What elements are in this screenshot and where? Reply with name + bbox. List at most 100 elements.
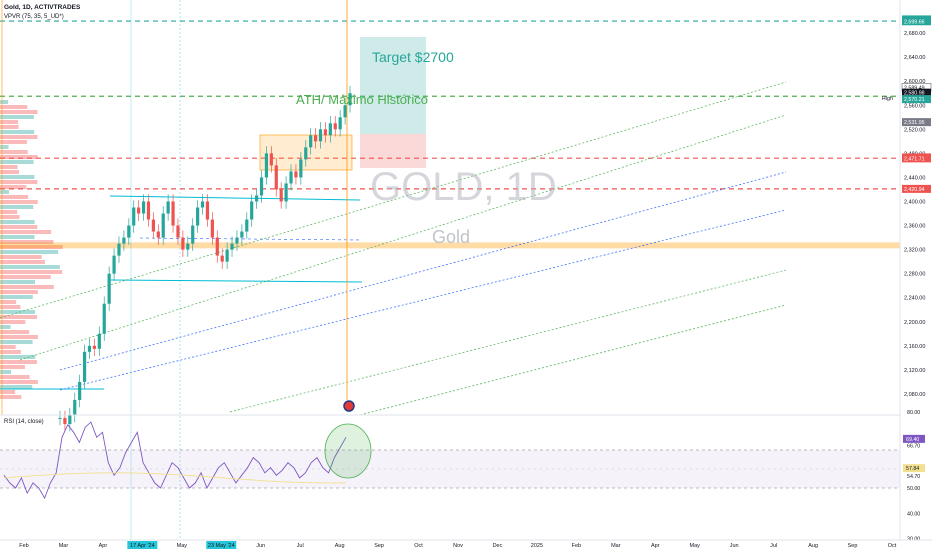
- range-bottom-line: [109, 279, 363, 283]
- time-label: May: [690, 543, 701, 549]
- volume-bar: [0, 120, 19, 124]
- candle-body: [166, 201, 170, 214]
- volume-bar: [0, 230, 52, 234]
- volume-bar: [0, 395, 22, 399]
- volume-bar: [0, 180, 38, 184]
- candle-body: [161, 213, 165, 238]
- volume-bar: [0, 190, 10, 194]
- candle-body: [87, 345, 92, 352]
- candle-body: [328, 123, 332, 136]
- volume-bar: [0, 335, 38, 339]
- candle-body: [259, 177, 264, 196]
- rsi-tick-label: 54.70: [907, 474, 920, 480]
- volume-bar: [0, 275, 51, 279]
- time-label: Feb: [19, 543, 28, 549]
- time-label: Apr: [651, 543, 660, 549]
- time-label: Mar: [611, 543, 621, 549]
- volume-bar: [0, 355, 36, 359]
- candle-body: [210, 219, 214, 238]
- volume-bar: [0, 110, 38, 114]
- volume-bar: [0, 280, 36, 284]
- time-label: Aug: [808, 543, 818, 549]
- support-band: [0, 242, 900, 249]
- volume-bar: [0, 220, 35, 224]
- candle-body: [97, 333, 101, 349]
- price-tick-label: 2,360.00: [904, 224, 925, 230]
- volume-bar: [0, 370, 12, 374]
- volume-bar: [0, 105, 28, 109]
- candle-body: [309, 135, 313, 148]
- price-tick-label: 2,520.00: [904, 127, 925, 133]
- price-tick-label: 2,400.00: [904, 199, 925, 205]
- volume-bar: [0, 260, 45, 264]
- vpvr-indicator-label[interactable]: VPVR (75, 35, 5_UD*): [4, 14, 64, 20]
- time-label: Sep: [848, 543, 858, 549]
- price-badge: [902, 17, 931, 26]
- volume-bar: [0, 285, 54, 289]
- volume-bar: [0, 165, 18, 169]
- candle-body: [78, 381, 82, 400]
- rsi-badge: [903, 464, 925, 473]
- time-label: 23 May '24: [208, 543, 235, 549]
- price-badge-label: 2,699.66: [904, 19, 925, 25]
- volume-bar: [0, 255, 42, 259]
- candle-body: [245, 219, 249, 232]
- volume-bar: [0, 125, 19, 129]
- candle-body: [58, 418, 62, 420]
- volume-bar: [0, 225, 38, 229]
- candle-body: [137, 207, 141, 214]
- rsi-badge-label: 57.84: [906, 466, 919, 472]
- rsi-badge-label: 69.40: [906, 437, 919, 443]
- candle-body: [215, 237, 219, 256]
- symbol-title[interactable]: Gold, 1D, ACTIVTRADES: [4, 4, 81, 11]
- volume-bar: [0, 175, 35, 179]
- rsi-indicator-label[interactable]: RSI (14, close): [4, 419, 44, 425]
- volume-bar: [0, 295, 33, 299]
- time-label: 2025: [531, 543, 543, 549]
- volume-bar: [0, 150, 28, 154]
- price-tick-label: 2,560.00: [904, 103, 925, 109]
- candle-body: [171, 201, 175, 226]
- candle-body: [102, 303, 106, 334]
- candle-body: [274, 165, 278, 190]
- candle-body: [294, 171, 298, 178]
- volume-bar: [0, 290, 38, 294]
- time-label: Jul: [770, 543, 777, 549]
- candle-body: [255, 195, 259, 202]
- volume-bar: [0, 360, 37, 364]
- time-axis[interactable]: Feb Mar Apr 17 Apr '24 May 23 May '24 Jun Jul Au…: [19, 541, 897, 549]
- price-badge-label: 2,570.21: [904, 97, 925, 103]
- target-stop-zone: [360, 134, 426, 168]
- volume-bar: [0, 170, 19, 174]
- volume-bar: [0, 205, 34, 209]
- candle-body: [240, 231, 244, 238]
- time-highlight: [206, 541, 237, 549]
- target-annotation: Target $2700: [372, 49, 454, 65]
- candle-body: [122, 237, 126, 244]
- channel-line: [359, 304, 787, 416]
- volume-bar: [0, 345, 16, 349]
- time-label: Apr: [99, 543, 108, 549]
- candle-body: [186, 243, 190, 250]
- candle-body: [235, 237, 239, 244]
- target-profit-zone: [360, 37, 426, 134]
- price-badge: [902, 118, 931, 127]
- volume-bar: [0, 310, 36, 314]
- price-tick-label: 2,600.00: [904, 79, 925, 85]
- rsi-tick-label: 80.00: [907, 410, 920, 416]
- volume-bar: [0, 200, 38, 204]
- candle-body: [132, 207, 136, 226]
- price-badge: [902, 88, 931, 97]
- price-tick-label: 2,680.00: [904, 31, 925, 37]
- us-flag-icon[interactable]: [343, 400, 355, 412]
- volume-bar: [0, 305, 21, 309]
- price-axis[interactable]: 2,680.00 2,640.00 2,600.00 2,560.00 2,520.00…: [901, 15, 932, 398]
- time-label: Mar: [59, 543, 69, 549]
- price-tick-label: 2,280.00: [904, 272, 925, 278]
- price-badge-label: 2,531.95: [904, 120, 925, 126]
- rsi-series: [3, 421, 347, 500]
- time-label: Jun: [730, 543, 739, 549]
- candle-body: [181, 237, 185, 250]
- candle-body: [284, 183, 288, 202]
- candle-body: [230, 243, 234, 250]
